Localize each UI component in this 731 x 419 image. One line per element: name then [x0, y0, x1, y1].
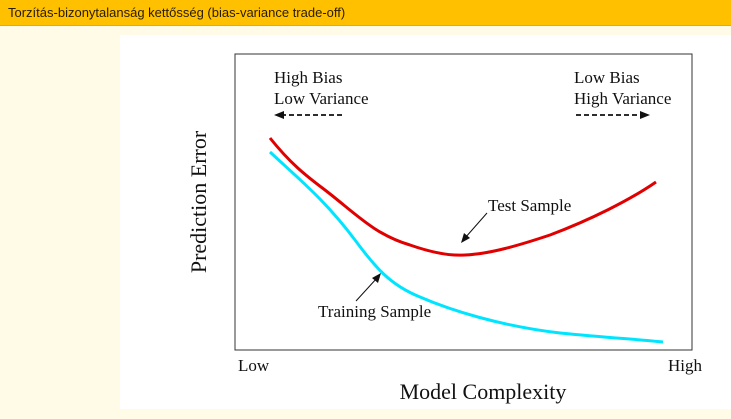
plot-frame: [234, 53, 693, 351]
right-annotation-line2: High Variance: [574, 89, 671, 108]
slide-title-bar: Torzítás-bizonytalanság kettősség (bias-…: [0, 0, 731, 26]
right-annotation-line1: Low Bias: [574, 68, 640, 87]
left-arrow-icon: [274, 111, 345, 119]
figure-panel: Prediction Error Model Complexity Low Hi…: [120, 35, 731, 409]
training-sample-label: Training Sample: [318, 302, 431, 321]
test-pointer-arrow-icon: [461, 212, 488, 243]
test-sample-curve: [268, 137, 657, 257]
training-pointer-arrow-icon: [355, 273, 381, 302]
x-tick-high: High: [668, 356, 703, 375]
left-annotation-line1: High Bias: [274, 68, 342, 87]
left-annotation-line2: Low Variance: [274, 89, 369, 108]
slide-content: Prediction Error Model Complexity Low Hi…: [0, 26, 731, 419]
test-sample-label: Test Sample: [488, 196, 571, 215]
y-axis-label: Prediction Error: [186, 130, 211, 273]
training-sample-curve: [268, 150, 664, 344]
x-axis-label: Model Complexity: [400, 379, 567, 404]
bias-variance-diagram: Prediction Error Model Complexity Low Hi…: [186, 53, 703, 404]
slide-title: Torzítás-bizonytalanság kettősség (bias-…: [8, 5, 346, 20]
x-tick-low: Low: [238, 356, 270, 375]
right-arrow-icon: [576, 111, 650, 119]
